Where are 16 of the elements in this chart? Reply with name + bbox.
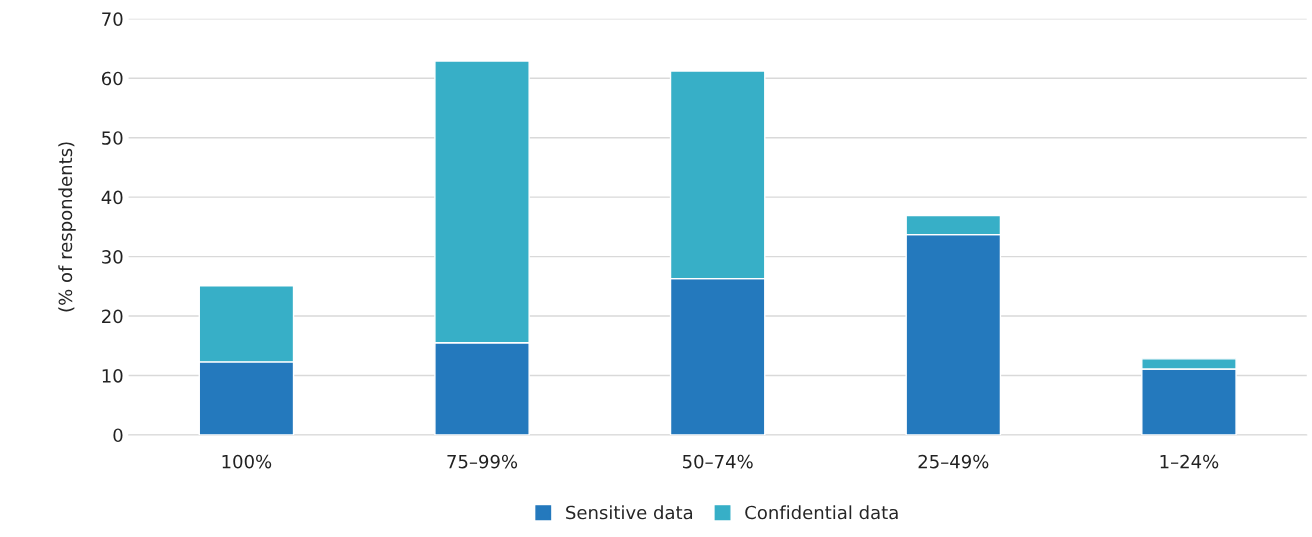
y-tick-label: 60: [102, 71, 123, 86]
x-tick-label: 1–24%: [1160, 454, 1219, 469]
x-tick-label: 25–49%: [918, 454, 989, 469]
y-tick-label: 20: [102, 309, 123, 324]
y-tick-label: 10: [102, 368, 123, 383]
x-tick-label: 75–99%: [447, 454, 518, 469]
y-tick-label: 50: [102, 131, 123, 145]
y-tick-label: 0: [113, 428, 123, 443]
x-tick-label: 50–74%: [682, 454, 753, 469]
y-tick-label: 40: [101, 190, 123, 205]
y-tick-label: 30: [102, 250, 123, 264]
y-tick-label: 70: [102, 12, 123, 26]
legend-label: Confidential data: [745, 505, 898, 520]
y-axis-title: (% of respondents): [58, 142, 76, 312]
x-tick-label: 100%: [222, 454, 272, 469]
legend-label: Sensitive data: [566, 505, 693, 520]
